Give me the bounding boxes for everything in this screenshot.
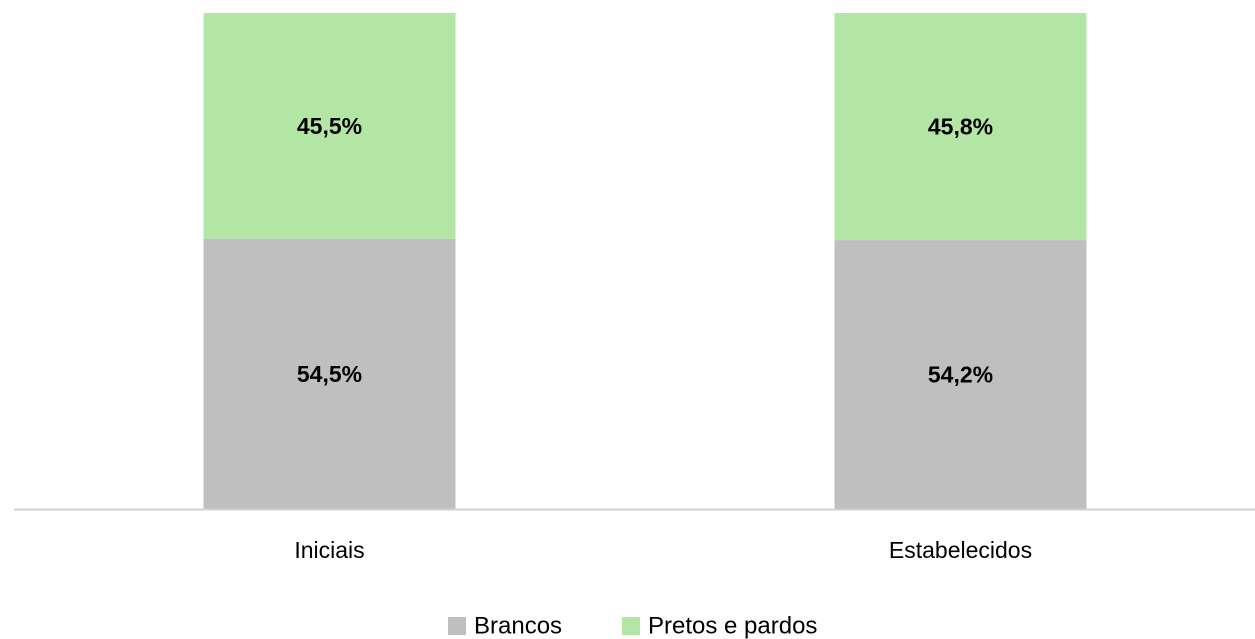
bar-segment	[203, 238, 456, 509]
legend-swatch	[622, 617, 640, 635]
bar-segment	[834, 240, 1087, 509]
value-label: 54,5%	[297, 361, 362, 387]
value-label: 45,5%	[297, 113, 362, 139]
value-label: 54,2%	[928, 362, 993, 388]
bar-segment	[834, 13, 1087, 241]
bar-segment	[203, 13, 456, 239]
value-label: 45,8%	[928, 114, 993, 140]
legend-label: Pretos e pardos	[648, 612, 817, 639]
legend-label: Brancos	[474, 612, 562, 639]
x-tick-label: Estabelecidos	[889, 537, 1032, 563]
legend-swatch	[448, 617, 466, 635]
x-tick-label: Iniciais	[294, 537, 364, 563]
